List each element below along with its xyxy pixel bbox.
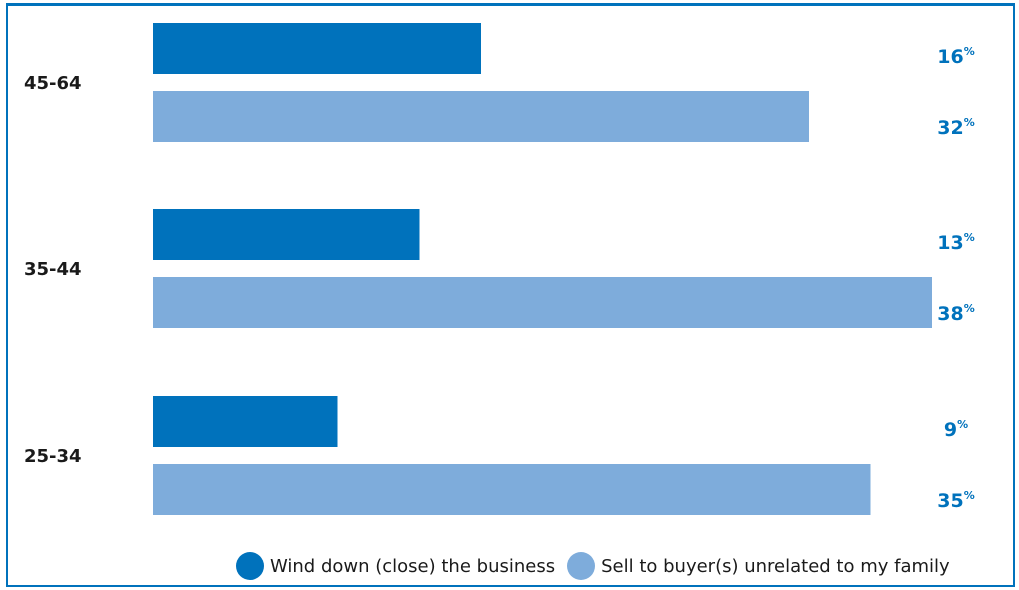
legend-label-wind-down: Wind down (close) the business	[270, 555, 556, 577]
bar-sell-25-34	[153, 464, 871, 515]
bar-wind-down-25-34	[153, 396, 338, 447]
bar-wind-down-35-44	[153, 209, 420, 260]
legend: Wind down (close) the business Sell to b…	[236, 552, 950, 580]
data-label-sell-45-64: 32%	[937, 116, 974, 139]
bar-wind-down-45-64	[153, 23, 481, 74]
category-label-25-34: 25-34	[24, 446, 82, 467]
legend-item-wind-down: Wind down (close) the business	[236, 552, 555, 580]
data-label-sell-35-44: 38%	[937, 302, 974, 325]
legend-swatch-wind-down	[236, 552, 264, 580]
data-label-sell-25-34: 35%	[937, 489, 974, 512]
data-label-wind-down-35-44: 13%	[937, 231, 974, 254]
legend-label-sell: Sell to buyer(s) unrelated to my family	[601, 555, 950, 577]
category-label-45-64: 45-64	[24, 73, 82, 94]
bar-sell-45-64	[153, 91, 809, 142]
category-label-35-44: 35-44	[24, 259, 82, 280]
legend-item-sell: Sell to buyer(s) unrelated to my family	[567, 552, 950, 580]
data-label-wind-down-45-64: 16%	[937, 45, 974, 68]
legend-swatch-sell	[567, 552, 596, 580]
data-label-wind-down-25-34: 9%	[944, 418, 968, 441]
bar-sell-35-44	[153, 277, 932, 328]
